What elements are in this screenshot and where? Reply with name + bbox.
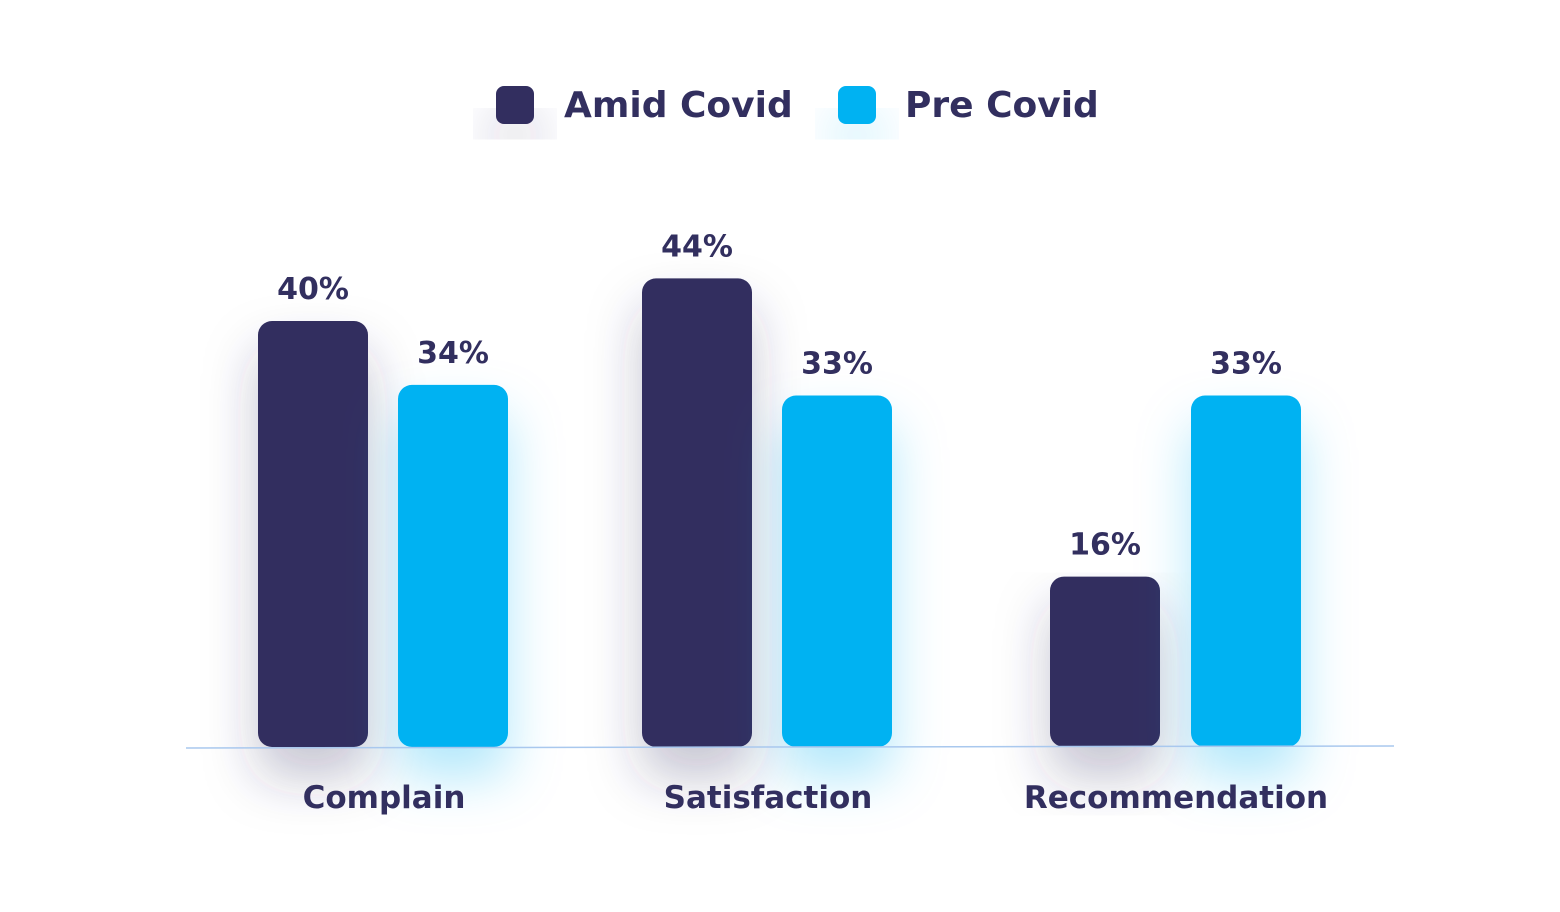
value-label-pre-covid-complain: 34%	[417, 336, 489, 371]
legend-swatch-pre-covid	[838, 86, 876, 124]
value-label-pre-covid-satisfaction: 33%	[801, 347, 873, 382]
category-label-complain: Complain	[303, 780, 466, 816]
x-axis-labels: Complain Satisfaction Recommendation	[303, 780, 1328, 816]
value-label-amid-covid-satisfaction: 44%	[661, 229, 733, 264]
legend-label-amid-covid: Amid Covid	[564, 85, 793, 126]
bar-amid-covid-complain	[258, 321, 368, 747]
x-axis-baseline	[185, 745, 1395, 749]
legend-label-pre-covid: Pre Covid	[905, 85, 1099, 126]
legend: Amid Covid Pre Covid	[496, 85, 1099, 126]
value-label-amid-covid-recommendation: 16%	[1069, 528, 1141, 563]
category-label-recommendation: Recommendation	[1024, 780, 1328, 816]
category-label-satisfaction: Satisfaction	[664, 780, 873, 816]
value-label-amid-covid-complain: 40%	[277, 272, 349, 307]
bar-pre-covid-satisfaction	[782, 395, 892, 747]
bar-amid-covid-recommendation	[1050, 576, 1160, 747]
legend-swatch-amid-covid	[496, 86, 534, 124]
legend-item-pre-covid: Pre Covid	[838, 85, 1099, 126]
bar-pre-covid-complain	[398, 384, 508, 747]
value-label-pre-covid-recommendation: 33%	[1210, 347, 1282, 382]
bar-pre-covid-recommendation	[1191, 395, 1301, 747]
plot-area: 40% 34% 44% 33% 16% 33%	[258, 229, 1301, 747]
bar-amid-covid-satisfaction	[642, 278, 752, 747]
legend-item-amid-covid: Amid Covid	[496, 85, 793, 126]
